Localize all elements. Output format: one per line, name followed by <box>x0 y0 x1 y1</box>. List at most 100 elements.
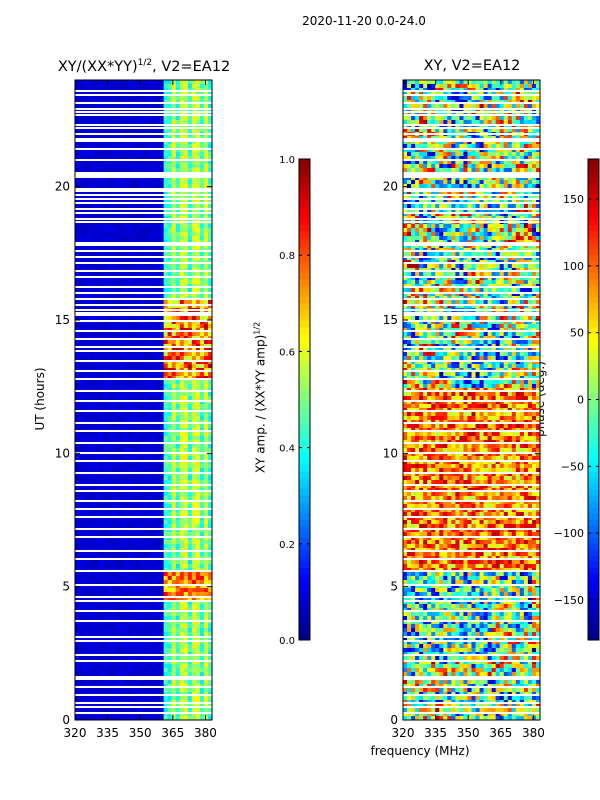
amp-heatmap-cell <box>183 612 189 617</box>
amp-heatmap-cell <box>191 184 197 189</box>
amp-heatmap-cell <box>75 320 80 325</box>
amp-heatmap-cell <box>99 492 104 497</box>
amp-heatmap-cell <box>195 640 201 645</box>
amp-heatmap-cell <box>171 280 177 285</box>
amp-heatmap-cell <box>123 480 128 485</box>
amp-heatmap-cell <box>195 392 201 397</box>
amp-heatmap-cell <box>175 604 181 609</box>
amp-heatmap-cell <box>147 108 152 113</box>
amp-heatmap-cell <box>99 504 104 509</box>
amp-heatmap-cell <box>203 252 209 257</box>
amp-heatmap-cell <box>115 444 120 449</box>
amp-heatmap-cell <box>155 156 161 161</box>
amp-heatmap-cell <box>163 464 169 469</box>
amp-heatmap-cell <box>175 648 181 653</box>
amp-heatmap-cell <box>83 396 88 401</box>
amp-heatmap-cell <box>87 604 92 609</box>
amp-heatmap-cell <box>115 416 120 421</box>
amp-heatmap-cell <box>139 272 144 277</box>
amp-heatmap-cell <box>115 96 120 101</box>
amp-heatmap-cell <box>195 572 201 577</box>
amp-heatmap-cell <box>191 520 197 525</box>
amp-heatmap-cell <box>139 340 144 345</box>
amp-heatmap-cell <box>207 272 213 277</box>
amp-heatmap-cell <box>75 424 80 429</box>
amp-heatmap-cell <box>75 508 80 513</box>
amp-heatmap-cell <box>87 228 92 233</box>
amp-heatmap-cell <box>195 444 201 449</box>
amp-heatmap-cell <box>139 244 144 249</box>
amp-heatmap-cell <box>167 392 173 397</box>
amp-heatmap-cell <box>167 180 173 185</box>
amp-heatmap-cell <box>91 524 96 529</box>
amp-heatmap-cell <box>199 524 205 529</box>
amp-heatmap-cell <box>111 224 116 229</box>
amp-heatmap-cell <box>119 664 124 669</box>
amp-heatmap-cell <box>115 380 120 385</box>
amp-heatmap-cell <box>135 620 140 625</box>
amp-heatmap-cell <box>123 352 128 357</box>
amp-heatmap-cell <box>175 152 181 157</box>
amp-heatmap-cell <box>151 360 156 365</box>
amp-heatmap-cell <box>151 460 156 465</box>
amp-heatmap-cell <box>163 640 169 645</box>
amp-heatmap-cell <box>103 628 108 633</box>
amp-heatmap-cell <box>155 472 161 477</box>
amp-heatmap-cell <box>87 432 92 437</box>
amp-heatmap-cell <box>75 96 80 101</box>
amp-heatmap-cell <box>147 584 152 589</box>
amp-heatmap-cell <box>119 592 124 597</box>
amp-heatmap-cell <box>207 108 213 113</box>
amp-heatmap-cell <box>135 476 140 481</box>
amp-heatmap-cell <box>175 620 181 625</box>
amp-heatmap-cell <box>187 272 193 277</box>
amp-heatmap-cell <box>111 124 116 129</box>
amp-heatmap-cell <box>87 340 92 345</box>
amp-heatmap-cell <box>79 168 84 173</box>
amp-heatmap-cell <box>171 484 177 489</box>
amp-heatmap-cell <box>175 332 181 337</box>
amp-heatmap-cell <box>167 372 173 377</box>
amp-heatmap-cell <box>75 476 80 481</box>
amp-heatmap-cell <box>79 356 84 361</box>
amp-heatmap-cell <box>79 264 84 269</box>
amp-heatmap-cell <box>167 292 173 297</box>
amp-heatmap-cell <box>147 332 152 337</box>
amp-heatmap-cell <box>79 184 84 189</box>
amp-heatmap-cell <box>107 364 112 369</box>
amp-heatmap-cell <box>135 384 140 389</box>
amp-heatmap-cell <box>147 492 152 497</box>
amp-heatmap-cell <box>135 460 140 465</box>
amp-heatmap-cell <box>79 572 84 577</box>
amp-heatmap-cell <box>151 648 156 653</box>
amp-heatmap-cell <box>187 252 193 257</box>
amp-heatmap-cell <box>187 168 193 173</box>
amp-heatmap-cell <box>99 392 104 397</box>
amp-heatmap-cell <box>127 604 132 609</box>
amp-heatmap-cell <box>127 452 132 457</box>
amp-heatmap-cell <box>159 412 165 417</box>
amp-heatmap-cell <box>115 588 120 593</box>
amp-heatmap-cell <box>175 364 181 369</box>
amp-heatmap-cell <box>179 124 185 129</box>
amp-heatmap-cell <box>87 204 92 209</box>
amp-heatmap-cell <box>107 116 112 121</box>
amp-heatmap-cell <box>135 372 140 377</box>
amp-heatmap-cell <box>79 208 84 213</box>
amp-heatmap-cell <box>179 320 185 325</box>
amp-heatmap-cell <box>191 432 197 437</box>
amp-heatmap-cell <box>195 412 201 417</box>
amp-heatmap-cell <box>131 276 136 281</box>
amp-heatmap-cell <box>123 204 128 209</box>
amp-heatmap-cell <box>187 404 193 409</box>
amp-heatmap-cell <box>95 588 100 593</box>
amp-heatmap-cell <box>75 604 80 609</box>
amp-heatmap-cell <box>163 460 169 465</box>
amp-heatmap-cell <box>151 632 156 637</box>
amp-heatmap-cell <box>171 620 177 625</box>
amp-heatmap-cell <box>171 512 177 517</box>
amp-heatmap-cell <box>139 496 144 501</box>
amp-heatmap-cell <box>151 580 156 585</box>
amp-heatmap-cell <box>91 140 96 145</box>
amp-heatmap-cell <box>171 184 177 189</box>
